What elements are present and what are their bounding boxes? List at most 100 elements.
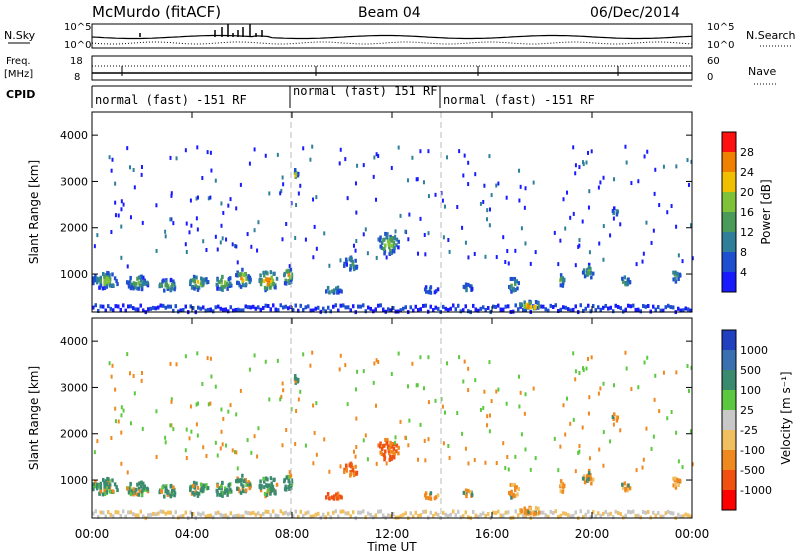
power-cell [632,303,635,308]
power-cell [188,230,191,235]
power-cell [272,282,275,287]
x-axis-label: Time UT [366,540,417,554]
power-cell [217,304,220,309]
power-cell [472,303,475,308]
velocity-cell [678,478,682,483]
x-axis: 00:00 04:00 08:00 12:00 16:00 20:00 00:00 [75,112,710,541]
velocity-cell [332,510,335,515]
power-cell [654,307,657,312]
velocity-cell [539,510,542,515]
velocity-cell [626,487,629,492]
velocity-cell [237,487,240,492]
velocity-cell [250,450,253,455]
velocity-cell [299,389,302,394]
velocity-cell [372,515,375,520]
velocity-cell [422,509,425,514]
velocity-cell [613,383,616,388]
power-cell [339,258,342,263]
power-cell [492,304,495,309]
power-cell [529,261,532,266]
power-cell [667,303,670,308]
power-cell [467,160,470,165]
power-cell [111,157,114,162]
x-tick-label: 04:00 [175,527,210,541]
nsky-tick-bottom: 10^0 [64,40,91,51]
velocity-cell [542,510,545,515]
velocity-cell [366,457,369,462]
power-cell [529,305,532,310]
velocity-cell [408,418,411,423]
power-cell [209,307,212,312]
velocity-cell [404,511,407,516]
velocity-cell [289,481,292,486]
power-cell [397,145,400,150]
velocity-cell [621,482,624,487]
velocity-cell [279,397,282,402]
nsearch-tick-bottom: 10^0 [707,40,734,51]
velocity-cell [104,514,107,519]
power-cell [262,306,265,311]
velocity-cell [132,512,135,517]
power-cell [315,246,318,251]
power-cell [328,290,331,295]
power-cell [297,191,300,196]
power-cell [549,303,552,308]
velocity-cell [264,494,267,499]
velocity-cell [597,391,600,396]
velocity-cell [562,403,565,408]
velocity-cell [164,440,167,445]
power-cell [126,264,129,269]
power-cell [265,277,268,282]
velocity-cell [495,461,498,466]
velocity-cell [288,475,291,480]
power-cell [139,303,142,308]
power-cell [409,305,412,310]
power-cell [507,304,510,309]
power-cell [307,304,310,309]
power-cell [159,282,163,287]
power-cell [557,262,560,267]
colorbar-segment [722,192,736,212]
power-cell [284,281,288,286]
velocity-cell [433,496,437,501]
velocity-cell [196,433,199,438]
power-cell [447,307,450,312]
power-cell [184,242,187,247]
power-cell [99,304,102,309]
velocity-cell [234,449,237,454]
velocity-cell [137,492,140,497]
power-cell [105,280,108,285]
power-cell [249,305,252,310]
power-cell [220,201,223,206]
velocity-cell [419,355,422,360]
velocity-cell [311,350,314,355]
velocity-cell [690,365,693,370]
power-cell [407,178,410,183]
power-cell [499,307,502,312]
power-cell [339,288,342,293]
power-cell [574,304,577,309]
power-cell [628,280,632,285]
velocity-cell [219,446,222,451]
velocity-cell [509,482,513,487]
power-cell [589,309,592,314]
power-cell [510,289,513,294]
x-tick-label: 00:00 [675,527,710,541]
power-cell [114,304,117,309]
power-cell [259,273,262,278]
power-cell [335,286,338,291]
velocity-cell [653,397,656,402]
power-cell [559,283,563,288]
power-cell [437,306,440,311]
power-cell [602,224,605,229]
velocity-cell [380,447,384,452]
power-cell [511,276,514,281]
power-cell [404,305,407,310]
velocity-cell [134,487,138,492]
y-tick-label: 2000 [60,428,88,441]
velocity-cell [323,437,326,442]
velocity-cell [670,410,673,415]
velocity-cell [92,511,95,516]
freq-label: Freq. [6,56,31,67]
